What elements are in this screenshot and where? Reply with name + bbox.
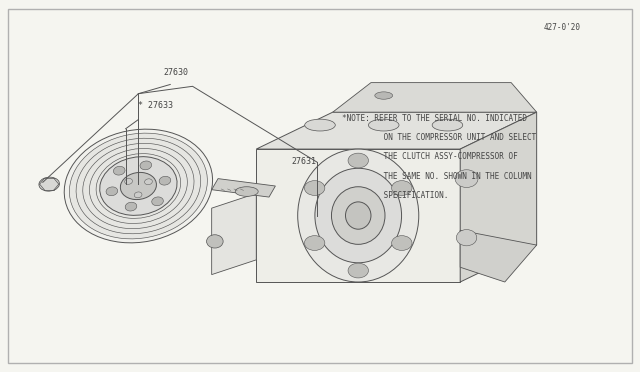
Polygon shape: [256, 149, 460, 282]
Ellipse shape: [348, 153, 369, 168]
Ellipse shape: [76, 138, 201, 234]
Text: THE SAME NO. SHOWN IN THE COLUMN: THE SAME NO. SHOWN IN THE COLUMN: [342, 171, 532, 180]
Text: 27630: 27630: [164, 68, 189, 77]
Polygon shape: [460, 230, 537, 282]
Ellipse shape: [346, 202, 371, 229]
Ellipse shape: [455, 170, 478, 187]
Ellipse shape: [236, 187, 258, 196]
Ellipse shape: [456, 230, 477, 246]
Ellipse shape: [90, 148, 188, 224]
Text: 27631: 27631: [291, 157, 316, 166]
Ellipse shape: [83, 143, 194, 229]
Ellipse shape: [305, 181, 325, 195]
Polygon shape: [460, 112, 537, 282]
Text: THE CLUTCH ASSY-COMPRESSOR OF: THE CLUTCH ASSY-COMPRESSOR OF: [342, 153, 518, 161]
Ellipse shape: [106, 187, 118, 196]
Ellipse shape: [332, 187, 385, 244]
Ellipse shape: [64, 129, 212, 243]
Text: 427-0'20: 427-0'20: [543, 23, 580, 32]
Ellipse shape: [39, 177, 60, 191]
Ellipse shape: [69, 133, 207, 239]
Ellipse shape: [392, 181, 412, 195]
FancyBboxPatch shape: [8, 9, 632, 363]
Ellipse shape: [315, 168, 401, 263]
Ellipse shape: [96, 154, 180, 218]
Ellipse shape: [159, 176, 171, 185]
Ellipse shape: [375, 92, 393, 99]
Ellipse shape: [369, 119, 399, 131]
Polygon shape: [256, 112, 537, 149]
Ellipse shape: [145, 179, 152, 185]
Polygon shape: [333, 83, 537, 112]
Ellipse shape: [348, 263, 369, 278]
Ellipse shape: [125, 202, 137, 211]
Text: *NOTE: REFER TO THE SERIAL NO. INDICATED: *NOTE: REFER TO THE SERIAL NO. INDICATED: [342, 114, 527, 123]
Ellipse shape: [298, 149, 419, 282]
Ellipse shape: [113, 166, 125, 175]
Ellipse shape: [100, 157, 177, 215]
Ellipse shape: [152, 197, 163, 206]
Ellipse shape: [207, 235, 223, 248]
Ellipse shape: [432, 119, 463, 131]
Ellipse shape: [125, 179, 132, 184]
Ellipse shape: [140, 161, 152, 170]
Polygon shape: [212, 193, 256, 275]
Ellipse shape: [305, 119, 335, 131]
Ellipse shape: [305, 235, 325, 250]
Ellipse shape: [120, 173, 156, 199]
Ellipse shape: [134, 192, 142, 198]
Text: * 27633: * 27633: [138, 101, 173, 110]
Polygon shape: [212, 179, 275, 197]
Text: SPECIFICATION.: SPECIFICATION.: [342, 191, 449, 200]
Text: ON THE COMPRESSOR UNIT AND SELECT: ON THE COMPRESSOR UNIT AND SELECT: [342, 133, 536, 142]
Ellipse shape: [392, 235, 412, 250]
